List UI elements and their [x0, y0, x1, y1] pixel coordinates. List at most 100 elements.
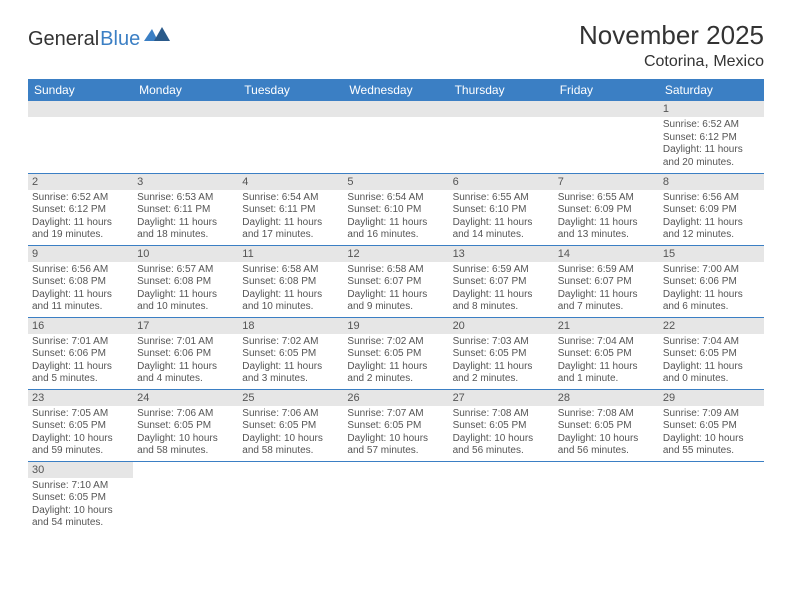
day-number: 17	[133, 318, 238, 334]
sunrise-line: Sunrise: 7:02 AM	[242, 336, 339, 349]
calendar-day-cell: 14Sunrise: 6:59 AMSunset: 6:07 PMDayligh…	[554, 245, 659, 317]
sunrise-line: Sunrise: 7:01 AM	[32, 336, 129, 349]
daylight-line-2: and 6 minutes.	[663, 301, 760, 314]
sunset-line: Sunset: 6:10 PM	[347, 204, 444, 217]
empty-day-bar	[554, 101, 659, 117]
empty-day-bar	[133, 101, 238, 117]
daylight-line-1: Daylight: 11 hours	[663, 361, 760, 374]
day-content: Sunrise: 6:59 AMSunset: 6:07 PMDaylight:…	[554, 262, 659, 316]
calendar-day-cell: 25Sunrise: 7:06 AMSunset: 6:05 PMDayligh…	[238, 389, 343, 461]
daylight-line-1: Daylight: 11 hours	[137, 361, 234, 374]
day-number: 9	[28, 246, 133, 262]
month-title: November 2025	[579, 20, 764, 51]
daylight-line-1: Daylight: 11 hours	[558, 289, 655, 302]
daylight-line-1: Daylight: 11 hours	[242, 217, 339, 230]
day-number: 7	[554, 174, 659, 190]
empty-day-bar	[238, 101, 343, 117]
sunrise-line: Sunrise: 6:58 AM	[347, 264, 444, 277]
day-number: 23	[28, 390, 133, 406]
sunset-line: Sunset: 6:05 PM	[453, 420, 550, 433]
day-number: 20	[449, 318, 554, 334]
daylight-line-1: Daylight: 11 hours	[242, 361, 339, 374]
calendar-day-cell: 19Sunrise: 7:02 AMSunset: 6:05 PMDayligh…	[343, 317, 448, 389]
calendar-day-cell: 3Sunrise: 6:53 AMSunset: 6:11 PMDaylight…	[133, 173, 238, 245]
day-content: Sunrise: 7:06 AMSunset: 6:05 PMDaylight:…	[238, 406, 343, 460]
logo-text-1: General	[28, 28, 99, 51]
sunrise-line: Sunrise: 6:54 AM	[242, 192, 339, 205]
empty-day-bar	[343, 101, 448, 117]
daylight-line-2: and 2 minutes.	[347, 373, 444, 386]
daylight-line-1: Daylight: 10 hours	[347, 433, 444, 446]
sunrise-line: Sunrise: 6:54 AM	[347, 192, 444, 205]
day-content: Sunrise: 7:09 AMSunset: 6:05 PMDaylight:…	[659, 406, 764, 460]
day-content: Sunrise: 7:04 AMSunset: 6:05 PMDaylight:…	[659, 334, 764, 388]
sunrise-line: Sunrise: 7:04 AM	[663, 336, 760, 349]
daylight-line-2: and 56 minutes.	[453, 445, 550, 458]
calendar-day-cell	[343, 461, 448, 533]
sunrise-line: Sunrise: 7:05 AM	[32, 408, 129, 421]
calendar-day-cell	[554, 101, 659, 173]
sunrise-line: Sunrise: 7:09 AM	[663, 408, 760, 421]
daylight-line-1: Daylight: 11 hours	[32, 289, 129, 302]
daylight-line-2: and 5 minutes.	[32, 373, 129, 386]
calendar-day-cell: 7 Sunrise: 6:55 AMSunset: 6:09 PMDaylight…	[554, 173, 659, 245]
calendar-day-cell: 10Sunrise: 6:57 AMSunset: 6:08 PMDayligh…	[133, 245, 238, 317]
day-number: 12	[343, 246, 448, 262]
sunrise-line: Sunrise: 6:55 AM	[558, 192, 655, 205]
daylight-line-1: Daylight: 10 hours	[242, 433, 339, 446]
day-number: 24	[133, 390, 238, 406]
sunset-line: Sunset: 6:05 PM	[347, 420, 444, 433]
calendar-header-cell: Sunday	[28, 79, 133, 101]
calendar-day-cell: 16Sunrise: 7:01 AMSunset: 6:06 PMDayligh…	[28, 317, 133, 389]
daylight-line-2: and 11 minutes.	[32, 301, 129, 314]
sunset-line: Sunset: 6:11 PM	[137, 204, 234, 217]
daylight-line-2: and 16 minutes.	[347, 229, 444, 242]
sunrise-line: Sunrise: 7:08 AM	[558, 408, 655, 421]
calendar-week-row: 16Sunrise: 7:01 AMSunset: 6:06 PMDayligh…	[28, 317, 764, 389]
sunrise-line: Sunrise: 6:58 AM	[242, 264, 339, 277]
sunset-line: Sunset: 6:06 PM	[663, 276, 760, 289]
daylight-line-2: and 9 minutes.	[347, 301, 444, 314]
sunrise-line: Sunrise: 7:01 AM	[137, 336, 234, 349]
sunrise-line: Sunrise: 7:02 AM	[347, 336, 444, 349]
sunset-line: Sunset: 6:08 PM	[32, 276, 129, 289]
calendar-day-cell: 17Sunrise: 7:01 AMSunset: 6:06 PMDayligh…	[133, 317, 238, 389]
calendar-header-cell: Saturday	[659, 79, 764, 101]
calendar-day-cell: 23Sunrise: 7:05 AMSunset: 6:05 PMDayligh…	[28, 389, 133, 461]
day-number: 4	[238, 174, 343, 190]
calendar-day-cell: 21Sunrise: 7:04 AMSunset: 6:05 PMDayligh…	[554, 317, 659, 389]
sunrise-line: Sunrise: 7:03 AM	[453, 336, 550, 349]
day-content: Sunrise: 7:10 AMSunset: 6:05 PMDaylight:…	[28, 478, 133, 532]
daylight-line-2: and 20 minutes.	[663, 157, 760, 170]
day-content: Sunrise: 6:58 AMSunset: 6:08 PMDaylight:…	[238, 262, 343, 316]
sunset-line: Sunset: 6:09 PM	[558, 204, 655, 217]
daylight-line-2: and 55 minutes.	[663, 445, 760, 458]
daylight-line-2: and 13 minutes.	[558, 229, 655, 242]
calendar-header-cell: Thursday	[449, 79, 554, 101]
day-content: Sunrise: 7:06 AMSunset: 6:05 PMDaylight:…	[133, 406, 238, 460]
day-number: 25	[238, 390, 343, 406]
day-content: Sunrise: 6:56 AMSunset: 6:09 PMDaylight:…	[659, 190, 764, 244]
calendar-day-cell: 9Sunrise: 6:56 AMSunset: 6:08 PMDaylight…	[28, 245, 133, 317]
sunrise-line: Sunrise: 7:08 AM	[453, 408, 550, 421]
logo-text-2: Blue	[100, 28, 140, 51]
sunrise-line: Sunrise: 6:59 AM	[558, 264, 655, 277]
calendar-day-cell	[133, 461, 238, 533]
sunset-line: Sunset: 6:05 PM	[242, 348, 339, 361]
day-number: 27	[449, 390, 554, 406]
calendar-header-cell: Wednesday	[343, 79, 448, 101]
daylight-line-2: and 57 minutes.	[347, 445, 444, 458]
sunset-line: Sunset: 6:05 PM	[558, 420, 655, 433]
calendar-day-cell	[343, 101, 448, 173]
daylight-line-2: and 8 minutes.	[453, 301, 550, 314]
day-number: 2	[28, 174, 133, 190]
sunset-line: Sunset: 6:05 PM	[558, 348, 655, 361]
daylight-line-1: Daylight: 11 hours	[558, 217, 655, 230]
sunset-line: Sunset: 6:05 PM	[32, 492, 129, 505]
calendar-week-row: 30Sunrise: 7:10 AMSunset: 6:05 PMDayligh…	[28, 461, 764, 533]
day-content: Sunrise: 7:04 AMSunset: 6:05 PMDaylight:…	[554, 334, 659, 388]
calendar-week-row: 9Sunrise: 6:56 AMSunset: 6:08 PMDaylight…	[28, 245, 764, 317]
daylight-line-2: and 59 minutes.	[32, 445, 129, 458]
calendar-day-cell: 24Sunrise: 7:06 AMSunset: 6:05 PMDayligh…	[133, 389, 238, 461]
calendar-day-cell: 28Sunrise: 7:08 AMSunset: 6:05 PMDayligh…	[554, 389, 659, 461]
